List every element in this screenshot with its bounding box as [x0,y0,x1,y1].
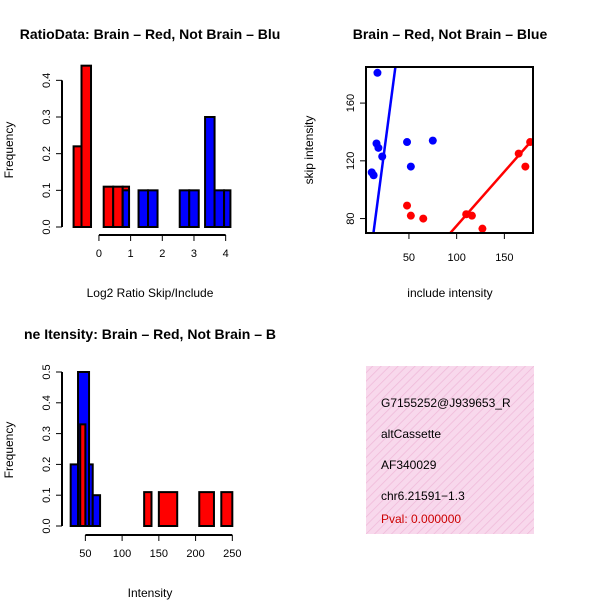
hist3-bar-brain-4 [220,491,234,527]
scatter-xlabel: include intensity [407,286,492,300]
hist3-x-tick-label: 200 [186,548,204,560]
scatter-axes: 50 100 150 80 120 160 [345,94,514,264]
scatter-point-brain-6 [514,149,523,158]
event-info-box: G7155252@J939653_R altCassette AF340029 … [366,366,534,534]
location-text: chr6.21591−1.3 [381,489,465,503]
hist1-bar-brain-2 [102,185,115,229]
hist3-bar-not-brain-3 [91,494,102,528]
hist3-y-tick-label: 0.5 [41,364,53,379]
scatter-x-tick-label: 50 [403,252,415,264]
hist1-bar-not-brain-4 [188,189,200,228]
intensity-histogram-title: ne Itensity: Brain – Red, Not Brain – B [24,326,276,342]
hist1-bar-brain-0 [72,145,83,228]
intensity-histogram-axes: 50 100 150 200 250 0.0 0.1 0.2 0.3 0.4 0.5 [41,364,242,560]
hist1-bar-not-brain-3 [178,189,191,228]
scatter-point-brain-2 [419,214,428,223]
hist3-y-tick-label: 0.0 [41,518,53,533]
intensity-histogram-ylabel: Frequency [2,422,16,479]
scatter-y-tick-label: 120 [345,152,357,170]
hist1-x-tick-label: 0 [96,248,102,260]
ratio-histogram-axes: 0 1 2 3 4 0.0 0.1 0.2 0.3 0.4 [41,73,229,260]
scatter-x-tick-label: 100 [447,252,465,264]
hist1-bar-not-brain-0 [121,189,131,228]
intensity-histogram-xlabel: Intensity [128,586,173,600]
scatter-point-not-brain-2 [369,171,378,180]
hist1-y-tick-label: 0.4 [41,73,53,88]
hist3-y-tick-label: 0.2 [41,457,53,472]
intensity-scatter: Brain – Red, Not Brain – Blue include in… [302,26,548,300]
scatter-point-not-brain-0 [373,68,382,77]
ratio-histogram-bars [72,64,232,229]
scatter-point-not-brain-5 [378,152,387,161]
ratio-histogram-title: RatioData: Brain – Red, Not Brain – Blu [20,26,281,42]
scatter-y-tick-label: 80 [345,212,357,224]
scatter-title: Brain – Red, Not Brain – Blue [353,26,548,42]
scatter-point-brain-4 [467,211,476,220]
hist1-y-tick-label: 0.0 [41,219,53,234]
scatter-point-not-brain-7 [406,162,415,171]
hist3-x-tick-label: 100 [113,548,131,560]
scatter-x-tick-label: 150 [495,252,513,264]
hist1-y-tick-label: 0.3 [41,109,53,124]
hist3-bar-brain-2 [157,491,179,527]
hist3-x-tick-label: 50 [79,548,91,560]
scatter-plot-area [367,67,533,233]
hist1-bar-not-brain-5 [204,116,216,228]
hist1-x-tick-label: 3 [191,248,197,260]
hist1-bar-not-brain-2 [147,189,159,228]
accession-text: AF340029 [381,458,437,472]
hist1-bar-brain-1 [80,64,93,228]
scatter-point-brain-7 [521,162,530,171]
scatter-y-tick-label: 160 [345,94,357,112]
hist1-y-tick-label: 0.2 [41,146,53,161]
ratio-histogram: RatioData: Brain – Red, Not Brain – Blu … [2,26,280,300]
hist1-x-tick-label: 4 [223,248,229,260]
scatter-ylabel: skip intensity [302,116,316,185]
hist3-bar-brain-3 [198,491,215,527]
hist1-x-tick-label: 2 [159,248,165,260]
scatter-frame [365,66,534,234]
hist1-x-tick-label: 1 [128,248,134,260]
hist3-y-tick-label: 0.1 [41,488,53,503]
intensity-histogram-bars [69,371,234,528]
scatter-fit-line-not-brain [372,67,397,233]
hist3-x-tick-label: 150 [150,548,168,560]
hist1-y-tick-label: 0.1 [41,183,53,198]
event-id-text: G7155252@J939653_R [381,396,511,410]
hist3-x-tick-label: 250 [223,548,241,560]
scatter-point-not-brain-6 [403,138,412,147]
scatter-point-brain-5 [478,224,487,233]
info-box-background [366,366,534,534]
scatter-point-brain-0 [403,201,412,210]
hist3-bar-not-brain-0 [69,463,80,527]
ratio-histogram-xlabel: Log2 Ratio Skip/Include [87,286,214,300]
hist1-bar-brain-3 [112,185,124,229]
hist3-bar-brain-0 [79,423,87,527]
ratio-histogram-ylabel: Frequency [2,122,16,179]
hist1-bar-not-brain-7 [223,189,232,228]
scatter-point-not-brain-8 [428,136,437,145]
pval-text: Pval: 0.000000 [381,512,461,526]
hist3-bar-brain-1 [143,491,153,527]
hist3-y-tick-label: 0.3 [41,426,53,441]
scatter-point-brain-1 [406,211,415,220]
intensity-histogram: ne Itensity: Brain – Red, Not Brain – B … [2,326,276,600]
hist1-bar-not-brain-6 [213,189,226,228]
event-type-text: altCassette [381,427,441,441]
scatter-point-not-brain-4 [374,143,383,152]
hist1-bar-not-brain-1 [137,189,150,228]
scatter-point-brain-8 [526,138,533,147]
hist3-y-tick-label: 0.4 [41,395,53,410]
